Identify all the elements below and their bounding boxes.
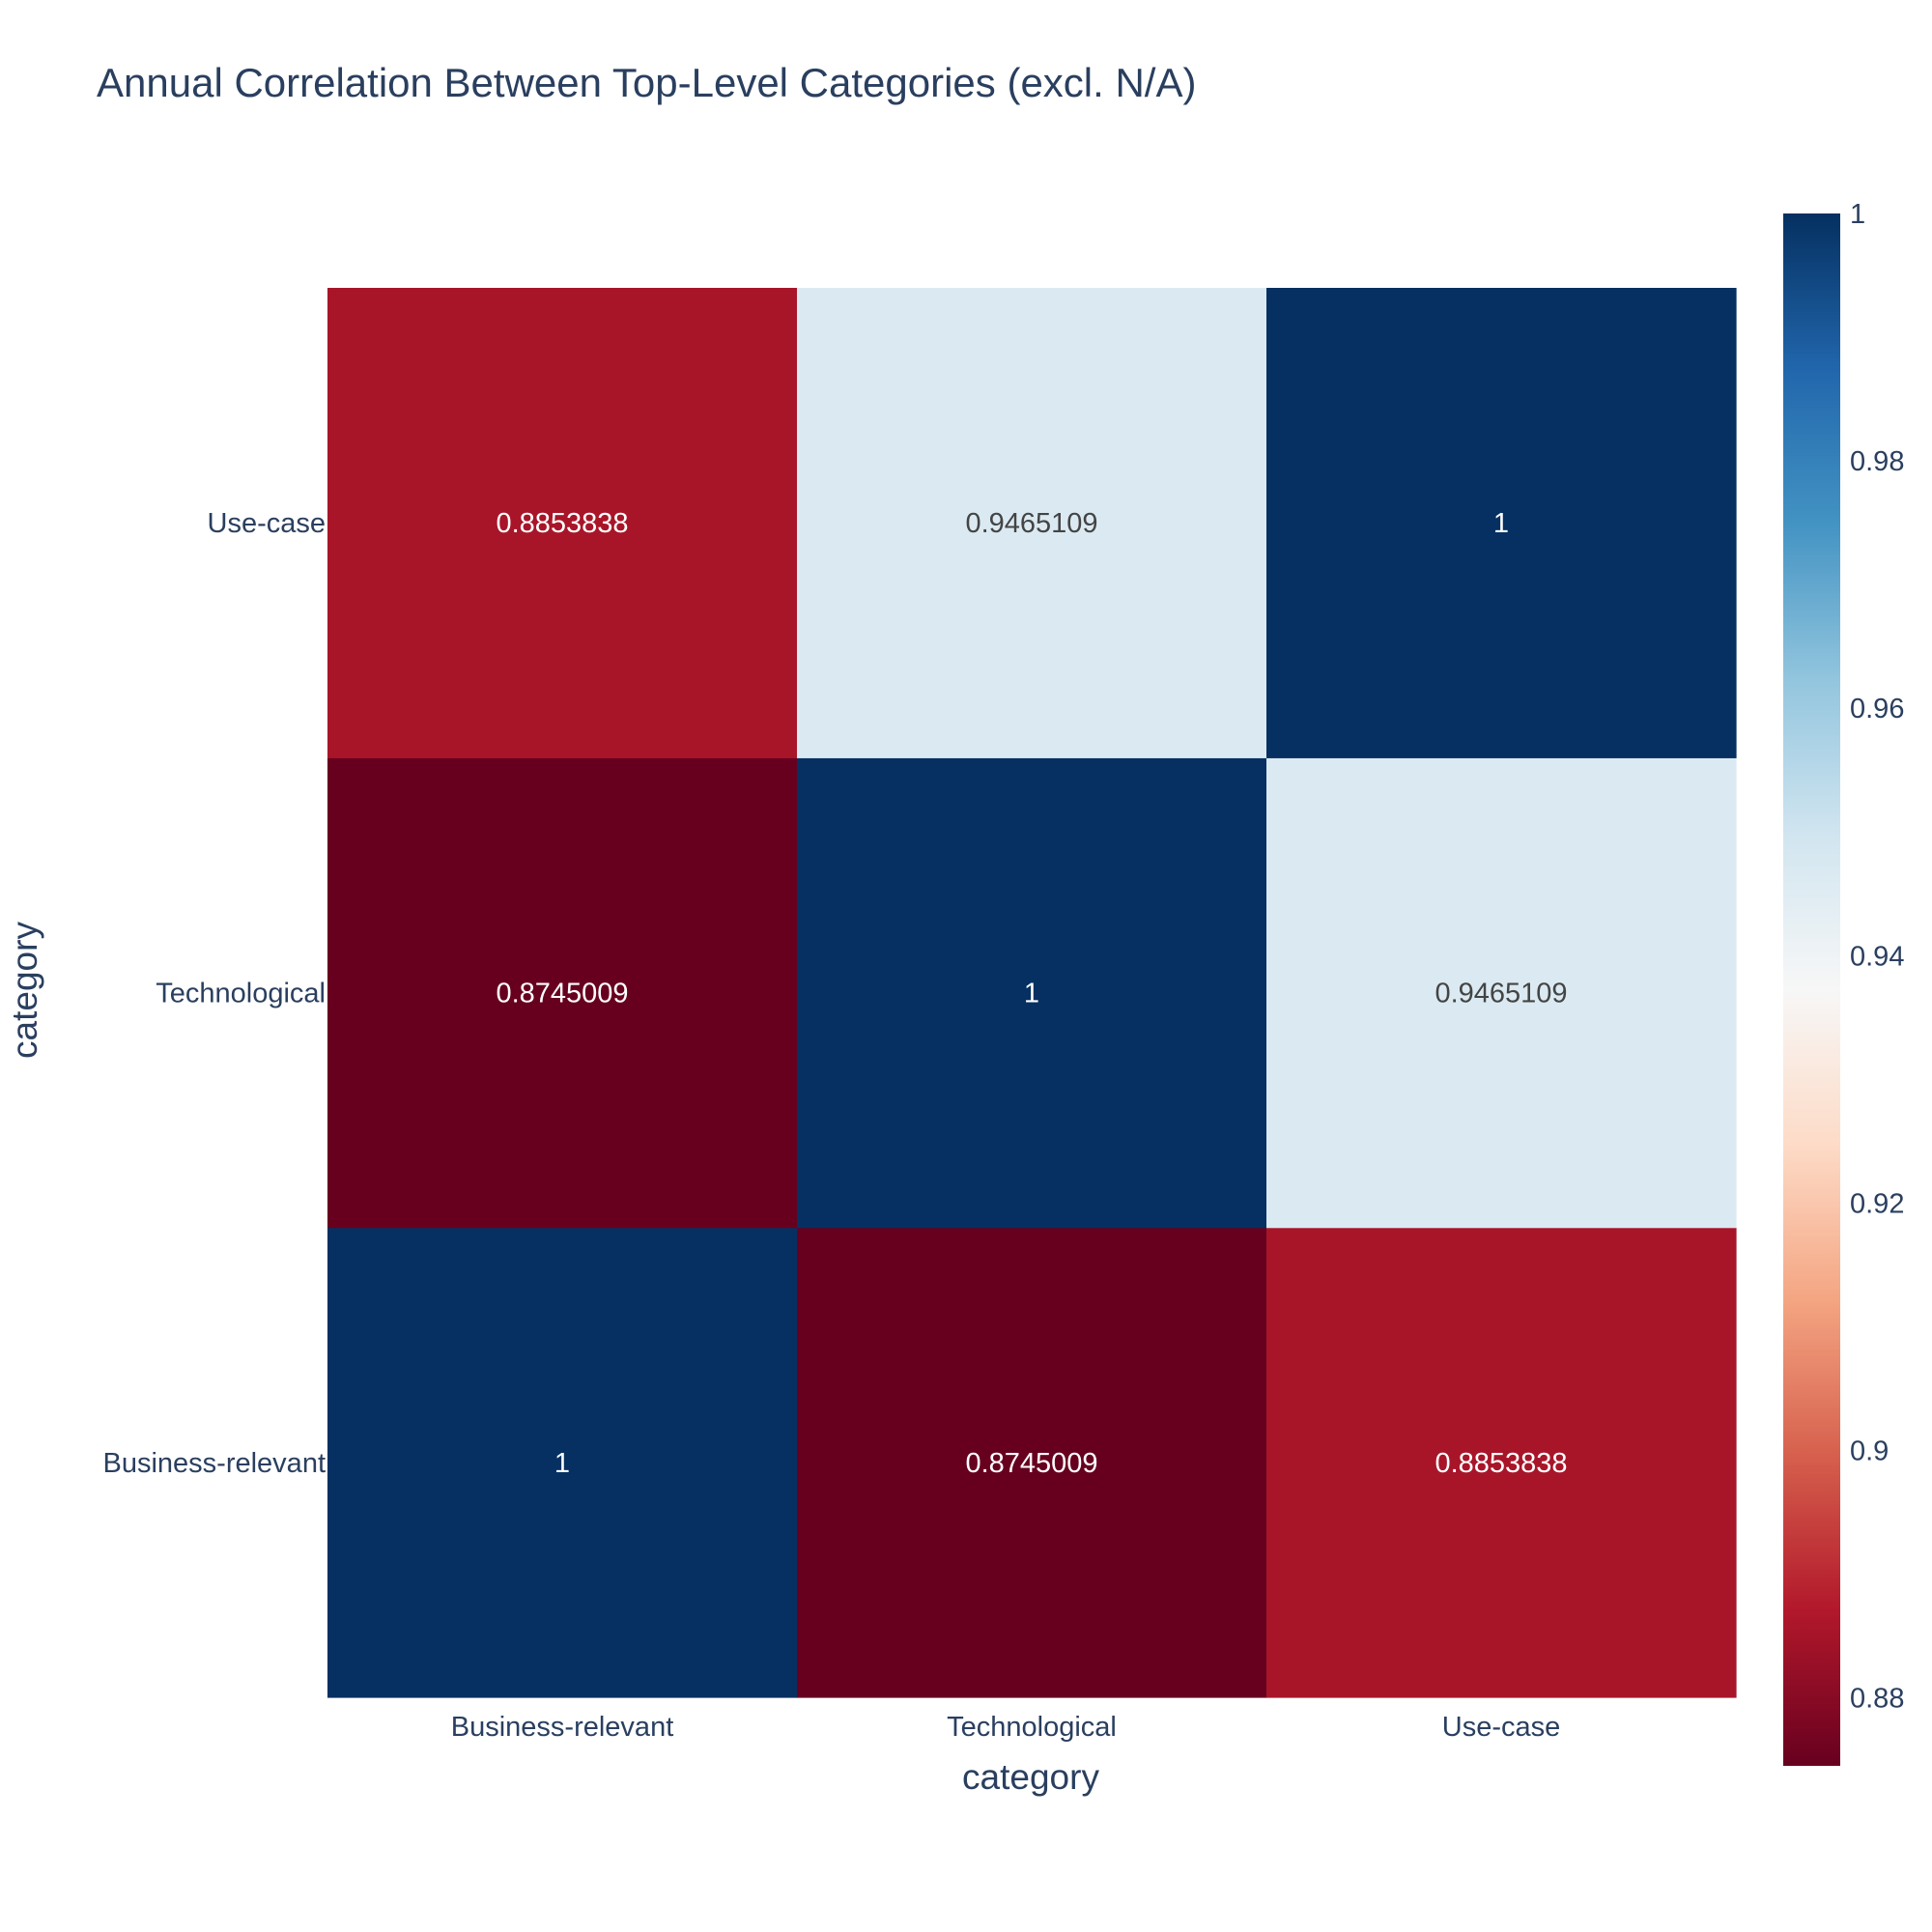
heatmap-cell <box>797 1227 1267 1698</box>
y-axis-ticks: Business-relevant Technological Use-case <box>103 508 327 1479</box>
heatmap-cells <box>327 288 1737 1698</box>
colorbar-ticks: 0.88 0.9 0.92 0.94 0.96 0.98 1 <box>1850 199 1904 1715</box>
x-axis-title: category <box>962 1757 1099 1797</box>
colorbar <box>1783 213 1840 1766</box>
heatmap-cell <box>327 288 798 758</box>
colorbar-tick-label: 1 <box>1850 199 1865 230</box>
cell-value-label: 1 <box>554 1448 570 1479</box>
colorbar-tick-label: 0.88 <box>1850 1684 1904 1715</box>
cell-value-label: 0.8853838 <box>496 508 628 539</box>
colorbar-tick-label: 0.92 <box>1850 1188 1904 1219</box>
y-axis-title: category <box>5 922 44 1059</box>
y-tick-label: Technological <box>156 979 326 1009</box>
y-tick-label: Business-relevant <box>103 1448 327 1479</box>
heatmap-cell <box>1266 288 1737 758</box>
cell-value-label: 0.8745009 <box>965 1448 1097 1479</box>
colorbar-tick-label: 0.98 <box>1850 446 1904 477</box>
x-axis-ticks: Business-relevant Technological Use-case <box>451 1712 1561 1743</box>
x-tick-label: Business-relevant <box>451 1712 674 1743</box>
heatmap-cell <box>1266 757 1737 1229</box>
x-tick-label: Use-case <box>1442 1712 1561 1743</box>
cell-value-label: 0.9465109 <box>1435 979 1567 1009</box>
heatmap-cell <box>797 757 1267 1229</box>
heatmap-cell-labels: 1 0.8745009 0.8853838 0.8745009 1 0.9465109 0.… <box>496 508 1567 1479</box>
cell-value-label: 0.8745009 <box>496 979 628 1009</box>
heatmap-cell <box>1266 1227 1737 1698</box>
heatmap-cell <box>797 288 1267 758</box>
colorbar-tick-label: 0.96 <box>1850 694 1904 724</box>
y-tick-label: Use-case <box>208 508 327 539</box>
x-tick-label: Technological <box>947 1712 1117 1743</box>
cell-value-label: 0.9465109 <box>965 508 1097 539</box>
cell-value-label: 1 <box>1493 508 1509 539</box>
colorbar-tick-label: 0.9 <box>1850 1435 1889 1466</box>
chart-title: Annual Correlation Between Top-Level Cat… <box>97 60 1196 105</box>
cell-value-label: 0.8853838 <box>1435 1448 1567 1479</box>
heatmap-cell <box>327 1227 798 1698</box>
heatmap-cell <box>327 757 798 1229</box>
colorbar-tick-label: 0.94 <box>1850 941 1904 972</box>
cell-value-label: 1 <box>1024 979 1039 1009</box>
